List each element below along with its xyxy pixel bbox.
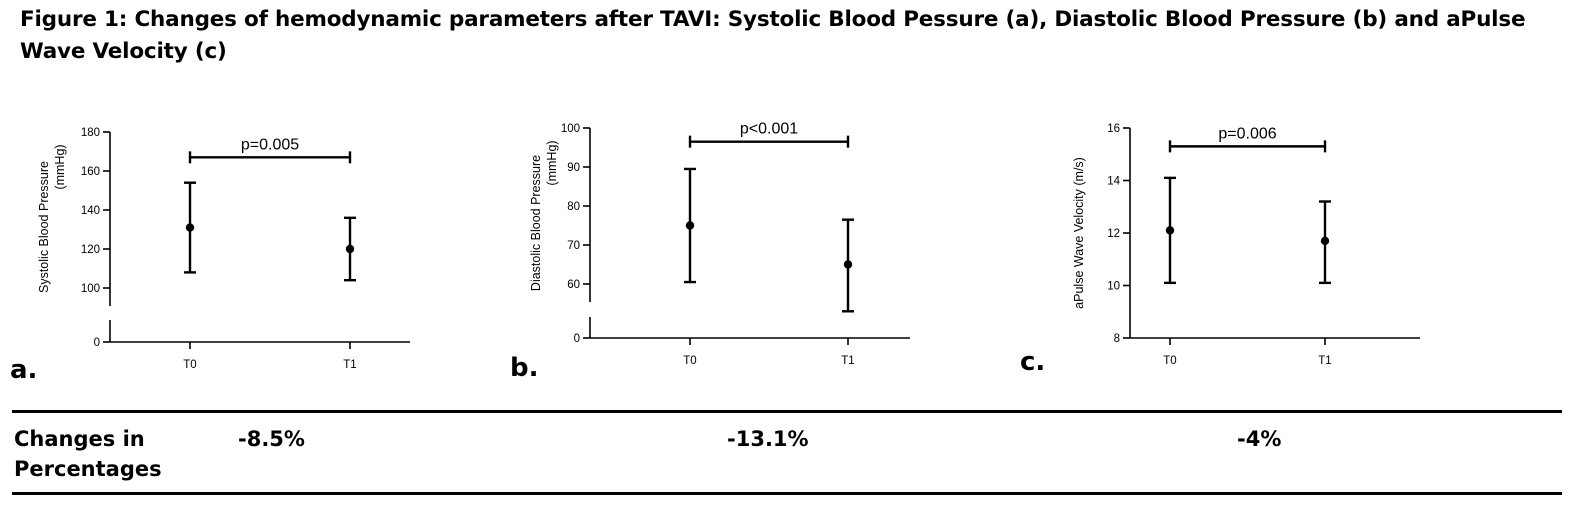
pulse-wave-velocity-chart: 8 10 12 14 16 T0 T1 aPulse Wave Velocity (m/s) p… (1020, 123, 1420, 377)
table-top-rule (12, 410, 1562, 413)
y-tick-label: 0 (94, 337, 100, 349)
percentage-change-c: -4% (1237, 427, 1282, 451)
systolic-bp-chart: 0 100 120 140 160 180 T0 T1 Systolic Blood Press… (10, 127, 410, 385)
mean-point (1165, 226, 1175, 235)
axes: 0 100 120 140 160 180 T0 T1 (81, 127, 410, 371)
y-tick-label: 0 (574, 333, 580, 345)
y-tick-label: 14 (1107, 176, 1120, 188)
y-tick-label: 140 (81, 205, 100, 217)
y-tick-label: 80 (567, 201, 580, 213)
y-axis-label: Systolic Blood Pressure (37, 161, 51, 293)
p-value-label: p<0.001 (740, 121, 798, 138)
axes: 0 60 70 80 90 100 T0 T1 (561, 123, 910, 367)
x-tick-label: T0 (1163, 355, 1176, 367)
y-tick-label: 8 (1114, 333, 1120, 345)
p-value-label: p=0.006 (1218, 125, 1276, 142)
significance-bracket (188, 151, 352, 164)
panel-label: a. (10, 355, 37, 385)
y-tick-label: 12 (1107, 228, 1120, 240)
panel-label: b. (510, 353, 539, 383)
y-axis-label-unit: (mmHg) (545, 140, 559, 185)
chart-panel-b: 0 60 70 80 90 100 T0 T1 Diastolic Blood Pressure… (510, 110, 920, 390)
error-bar-group (1164, 176, 1176, 285)
percentage-change-b: -13.1% (727, 427, 809, 451)
table-row-label: Changes in Percentages (14, 427, 162, 481)
chart-panel-a: 0 100 120 140 160 180 T0 T1 Systolic Blood Press… (10, 110, 420, 390)
table-bottom-rule (12, 492, 1562, 495)
y-tick-label: 100 (81, 283, 100, 295)
mean-point (1320, 236, 1330, 246)
chart-panel-c: 8 10 12 14 16 T0 T1 aPulse Wave Velocity (m/s) p… (1020, 110, 1430, 390)
y-tick-label: 70 (567, 240, 580, 252)
y-tick-label: 180 (81, 127, 100, 139)
y-axis-label: aPulse Wave Velocity (m/s) (1072, 157, 1086, 309)
significance-bracket (688, 135, 850, 148)
significance-bracket (1168, 140, 1327, 153)
percentage-change-a: -8.5% (238, 427, 305, 451)
x-tick-label: T0 (183, 359, 196, 371)
y-tick-label: 10 (1107, 281, 1120, 293)
y-axis-label: Diastolic Blood Pressure (529, 155, 543, 291)
error-bar-group (842, 218, 854, 313)
mean-point (345, 244, 355, 254)
error-bar-group (344, 216, 356, 282)
p-value-label: p=0.005 (241, 136, 299, 153)
x-tick-label: T1 (841, 355, 854, 367)
y-tick-label: 160 (81, 166, 100, 178)
y-tick-label: 90 (567, 162, 580, 174)
error-bar-group (684, 167, 696, 284)
mean-point (685, 221, 695, 230)
error-bar-group (1319, 200, 1331, 285)
mean-point (185, 223, 195, 232)
diastolic-bp-chart: 0 60 70 80 90 100 T0 T1 Diastolic Blood Pressure… (510, 121, 910, 383)
y-tick-label: 100 (561, 123, 580, 135)
x-tick-label: T0 (683, 355, 696, 367)
error-bar-group (184, 181, 196, 274)
y-tick-label: 120 (81, 244, 100, 256)
figure-title: Figure 1: Changes of hemodynamic paramet… (20, 7, 1526, 64)
axes: 8 10 12 14 16 T0 T1 (1107, 123, 1420, 367)
mean-point (843, 260, 853, 269)
x-tick-label: T1 (343, 359, 356, 371)
y-axis-label-unit: (mmHg) (53, 144, 67, 189)
panel-label: c. (1020, 347, 1045, 377)
y-tick-label: 60 (567, 279, 580, 291)
x-tick-label: T1 (1318, 355, 1331, 367)
y-tick-label: 16 (1107, 123, 1120, 135)
